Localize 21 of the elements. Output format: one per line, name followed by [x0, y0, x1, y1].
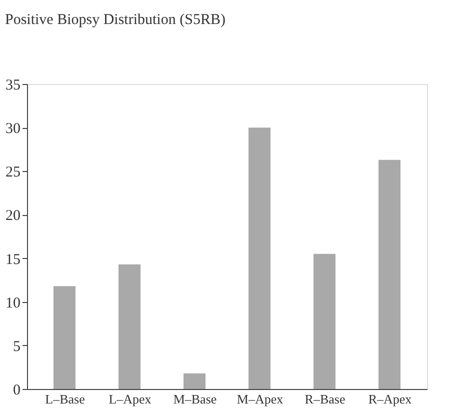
y-tick-label: 25: [6, 164, 20, 181]
bar: [248, 128, 270, 389]
y-tick-label: 30: [6, 121, 20, 138]
chart-title: Positive Biopsy Distribution (S5RB): [5, 12, 226, 28]
y-tick-label: 15: [6, 252, 20, 268]
x-tick-label: R–Apex: [368, 392, 412, 406]
y-tick-label: 0: [13, 382, 20, 398]
y-tick-label: 35: [6, 78, 20, 94]
bar: [184, 373, 206, 389]
bar: [314, 254, 336, 389]
x-tick-label: L–Apex: [108, 392, 152, 406]
x-tick-label: L–Base: [45, 392, 86, 406]
x-tick-label: M–Apex: [236, 392, 284, 406]
y-tick-label: 20: [6, 208, 20, 224]
y-tick-label: 10: [6, 295, 20, 312]
x-tick-label: R–Base: [304, 392, 346, 406]
x-tick-label: M–Base: [173, 392, 217, 406]
bar: [378, 160, 400, 389]
bar: [54, 286, 76, 389]
bar: [118, 264, 140, 389]
y-tick-label: 5: [13, 338, 20, 355]
